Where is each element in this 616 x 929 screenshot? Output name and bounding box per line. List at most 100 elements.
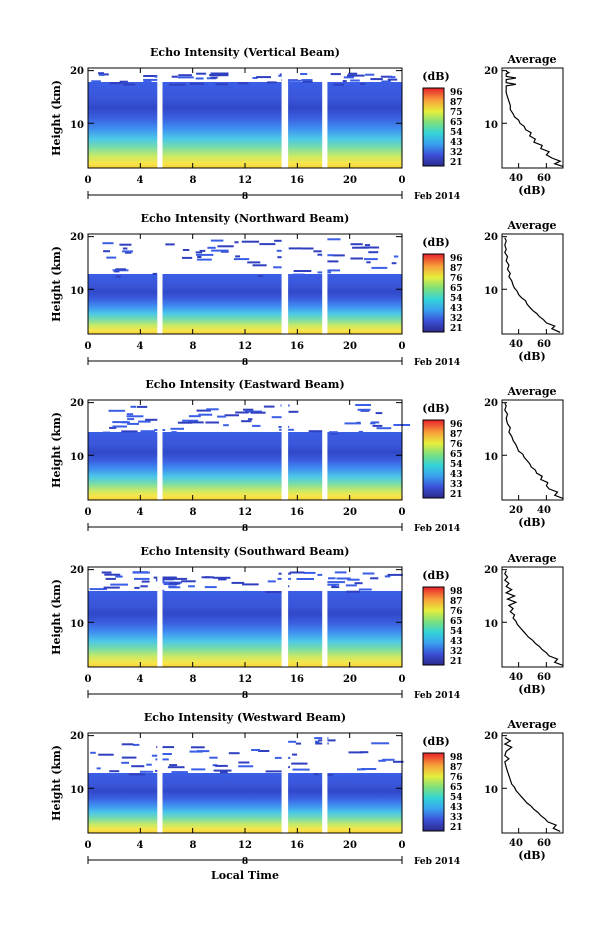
heatmap-cell xyxy=(105,577,116,580)
heatmap-cell xyxy=(215,83,229,86)
heatmap-cell xyxy=(378,759,386,762)
heatmap-cell xyxy=(175,581,182,584)
profile-ticks xyxy=(502,735,547,833)
colorbar-tick-label: 76 xyxy=(450,440,463,450)
heatmap-ticks xyxy=(87,234,403,334)
heatmap-cell xyxy=(352,246,369,249)
x-tick-label: 0 xyxy=(399,507,406,518)
colorbar-tick-label: 21 xyxy=(450,823,463,833)
heatmap-data-gap xyxy=(157,400,163,500)
heatmap-cell xyxy=(191,746,205,749)
heatmap-cell xyxy=(362,572,375,575)
heatmap-cell xyxy=(242,583,259,586)
x-tick-label: 12 xyxy=(238,507,252,518)
colorbar-gradient xyxy=(422,87,445,167)
profile-line xyxy=(504,237,561,333)
profile-y-tick-label: 20 xyxy=(484,565,498,576)
heatmap-cell xyxy=(109,770,120,773)
heatmap-cell xyxy=(313,773,320,776)
heatmap-cell xyxy=(188,415,201,418)
heatmap-cell xyxy=(368,251,379,254)
heatmap-cells xyxy=(91,72,398,86)
date-axis: 8 Feb 2014 xyxy=(87,191,460,202)
heatmap-cell xyxy=(170,427,184,430)
heatmap-cell xyxy=(375,412,383,415)
heatmap-ticks xyxy=(87,733,403,833)
heatmap-cell xyxy=(382,758,395,761)
colorbar-tick-label: 21 xyxy=(450,657,463,667)
x-tick-label: 0 xyxy=(85,341,92,352)
heatmap-cell xyxy=(361,246,380,249)
heatmap-cell xyxy=(181,580,196,583)
colorbar-tick-label: 32 xyxy=(450,148,463,158)
y-tick-labels: 10 20 xyxy=(70,398,84,463)
y-axis-label: Height (km) xyxy=(50,246,63,322)
heatmap-cell xyxy=(257,274,263,277)
panel-northward-beam: Echo Intensity (Northward Beam) Height (… xyxy=(50,212,564,368)
heatmap-gaps xyxy=(157,400,328,500)
heatmap-cell xyxy=(182,419,199,422)
colorbar-tick-label: 96 xyxy=(450,88,463,98)
profile-x-tick-label: 20 xyxy=(509,505,523,516)
heatmap-cell xyxy=(212,764,218,767)
heatmap-ticks xyxy=(87,400,403,500)
heatmap-cell xyxy=(121,421,130,424)
heatmap-cell xyxy=(376,427,392,430)
heatmap-cell xyxy=(317,253,323,256)
heatmap-cell xyxy=(102,431,111,434)
x-tick-label: 16 xyxy=(290,341,304,352)
profile-x-tick-label: 40 xyxy=(509,339,523,350)
heatmap-cell xyxy=(292,753,298,756)
profile-y-tick-label: 20 xyxy=(484,232,498,243)
heatmap-cell xyxy=(218,578,227,581)
heatmap-cell xyxy=(112,425,127,428)
heatmap-cell xyxy=(293,273,305,276)
heatmap-cell xyxy=(371,742,390,745)
x-tick-label: 0 xyxy=(399,674,406,685)
heatmap-cell xyxy=(342,80,347,83)
heatmap-cell xyxy=(277,256,285,259)
heatmap-cell xyxy=(244,410,262,413)
date-marker: 8 xyxy=(242,192,248,202)
heatmap-cell xyxy=(154,75,160,78)
heatmap-cell xyxy=(140,430,155,433)
y-tick-label: 10 xyxy=(70,785,84,796)
y-axis-label: Height (km) xyxy=(50,579,63,655)
heatmap-cell xyxy=(343,76,355,79)
average-profile: Average 10 20 20 40 (dB) xyxy=(484,385,564,529)
heatmap-cell xyxy=(223,424,229,427)
y-axis-label: Height (km) xyxy=(50,412,63,488)
profile-title: Average xyxy=(506,385,556,398)
heatmap-cell xyxy=(146,763,152,766)
x-tick-label: 20 xyxy=(343,840,357,851)
heatmap-cells xyxy=(102,404,411,436)
heatmap-cell xyxy=(393,255,399,258)
profile-frame xyxy=(501,732,564,834)
heatmap-cell xyxy=(177,421,193,424)
heatmap-cell xyxy=(188,421,204,424)
colorbar-gradient xyxy=(422,419,445,499)
heatmap-gaps xyxy=(157,733,328,833)
heatmap-data-gap xyxy=(281,68,289,168)
heatmap-cell xyxy=(247,418,253,421)
heatmap-cell xyxy=(384,575,391,578)
heatmap-cell xyxy=(228,752,240,755)
heatmap-cell xyxy=(103,250,110,253)
heatmap-cell xyxy=(325,583,340,586)
heatmap-cell xyxy=(296,578,314,580)
heatmap-echo-field xyxy=(88,432,402,500)
heatmap-cell xyxy=(204,586,217,589)
x-tick-label: 4 xyxy=(137,507,144,518)
heatmap-cell xyxy=(326,260,339,263)
heatmap-cell xyxy=(267,580,276,583)
heatmap-cell xyxy=(115,575,123,578)
profile-y-tick-label: 20 xyxy=(484,731,498,742)
heatmap-cell xyxy=(217,245,234,248)
heatmap-cell xyxy=(243,408,254,411)
heatmap-cell xyxy=(347,578,360,581)
heatmap-data-gap xyxy=(157,733,163,833)
heatmap-cell xyxy=(243,590,249,593)
heatmap-cell xyxy=(152,272,158,275)
colorbar-tick-labels: 96 87 75 65 54 43 32 21 xyxy=(450,88,463,168)
heatmap-cell xyxy=(350,257,363,260)
